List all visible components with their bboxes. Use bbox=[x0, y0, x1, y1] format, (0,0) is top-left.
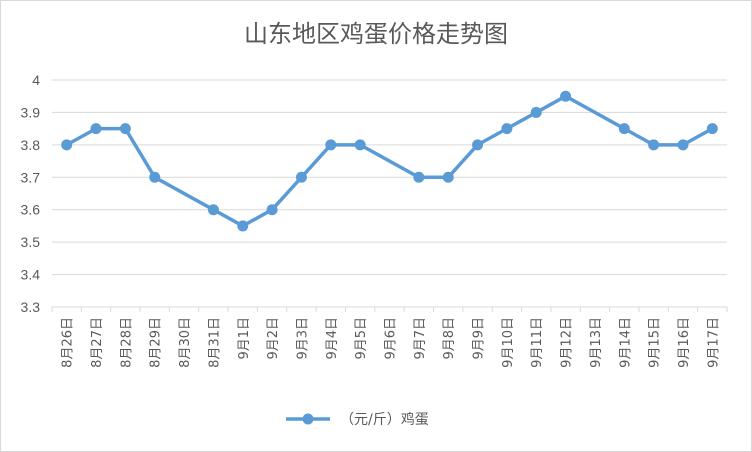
data-point bbox=[90, 123, 102, 135]
data-point bbox=[530, 106, 542, 118]
legend-label: （元/斤）鸡蛋 bbox=[340, 411, 429, 428]
gridlines bbox=[52, 79, 727, 308]
data-point bbox=[560, 90, 572, 102]
x-tick-label: 8月26日 bbox=[61, 317, 76, 368]
x-tick-label: 9月7日 bbox=[413, 317, 428, 360]
data-point bbox=[325, 139, 337, 151]
data-point bbox=[119, 123, 131, 135]
y-axis: 3.3 3.4 3.5 3.6 3.7 3.8 3.9 4 bbox=[21, 72, 41, 315]
y-tick-label: 3.9 bbox=[21, 104, 41, 120]
y-tick-label: 4 bbox=[32, 72, 40, 88]
data-point bbox=[354, 139, 366, 151]
x-tick-label: 9月2日 bbox=[266, 317, 281, 360]
series-line bbox=[64, 94, 715, 228]
y-tick-label: 3.8 bbox=[21, 137, 41, 153]
y-tick-label: 3.7 bbox=[21, 169, 41, 185]
x-tick-label: 9月16日 bbox=[677, 317, 692, 368]
data-point bbox=[501, 123, 513, 135]
chart-title: 山东地区鸡蛋价格走势图 bbox=[244, 20, 508, 48]
x-tick-label: 9月15日 bbox=[648, 317, 663, 368]
x-tick-label: 9月3日 bbox=[295, 317, 310, 360]
x-tick-label: 9月8日 bbox=[442, 317, 457, 360]
x-tick-label: 8月30日 bbox=[178, 317, 193, 368]
data-point bbox=[677, 139, 689, 151]
data-point bbox=[706, 123, 718, 135]
x-tick-label: 9月4日 bbox=[325, 317, 340, 360]
x-tick-label: 8月27日 bbox=[90, 317, 105, 368]
x-tick-label: 9月14日 bbox=[618, 317, 633, 368]
x-tick-label: 8月29日 bbox=[149, 317, 164, 368]
x-tick-label: 9月6日 bbox=[384, 317, 399, 360]
x-tick-label: 9月1日 bbox=[237, 317, 252, 360]
x-tick-label: 9月17日 bbox=[706, 317, 721, 368]
data-point bbox=[207, 204, 219, 216]
x-tick-label: 9月10日 bbox=[501, 317, 516, 368]
y-tick-label: 3.3 bbox=[21, 299, 41, 315]
x-tick-label: 9月5日 bbox=[354, 317, 369, 360]
x-tick-label: 9月12日 bbox=[560, 317, 575, 368]
data-point bbox=[266, 204, 278, 216]
y-tick-label: 3.6 bbox=[21, 202, 41, 218]
x-tick-label: 9月11日 bbox=[530, 317, 545, 368]
legend: （元/斤）鸡蛋 bbox=[286, 411, 429, 428]
data-point bbox=[472, 139, 484, 151]
data-point bbox=[237, 220, 249, 232]
data-point bbox=[413, 171, 425, 183]
data-point bbox=[149, 171, 161, 183]
data-point bbox=[618, 123, 630, 135]
data-point bbox=[442, 171, 454, 183]
y-tick-label: 3.4 bbox=[21, 267, 41, 283]
data-point bbox=[295, 171, 307, 183]
x-tick-label: 9月13日 bbox=[589, 317, 604, 368]
x-tick-label: 8月31日 bbox=[207, 317, 222, 368]
data-point bbox=[61, 139, 73, 151]
x-axis: 8月26日 8月27日 8月28日 8月29日 8月30日 8月31日 9月1日 9月2日 9月… bbox=[51, 307, 728, 368]
x-tick-label: 9月9日 bbox=[472, 317, 487, 360]
legend-marker-swatch bbox=[302, 413, 314, 425]
data-point bbox=[648, 139, 660, 151]
series-eggs bbox=[61, 90, 718, 232]
y-tick-label: 3.5 bbox=[21, 234, 41, 250]
x-tick-label: 8月28日 bbox=[119, 317, 134, 368]
